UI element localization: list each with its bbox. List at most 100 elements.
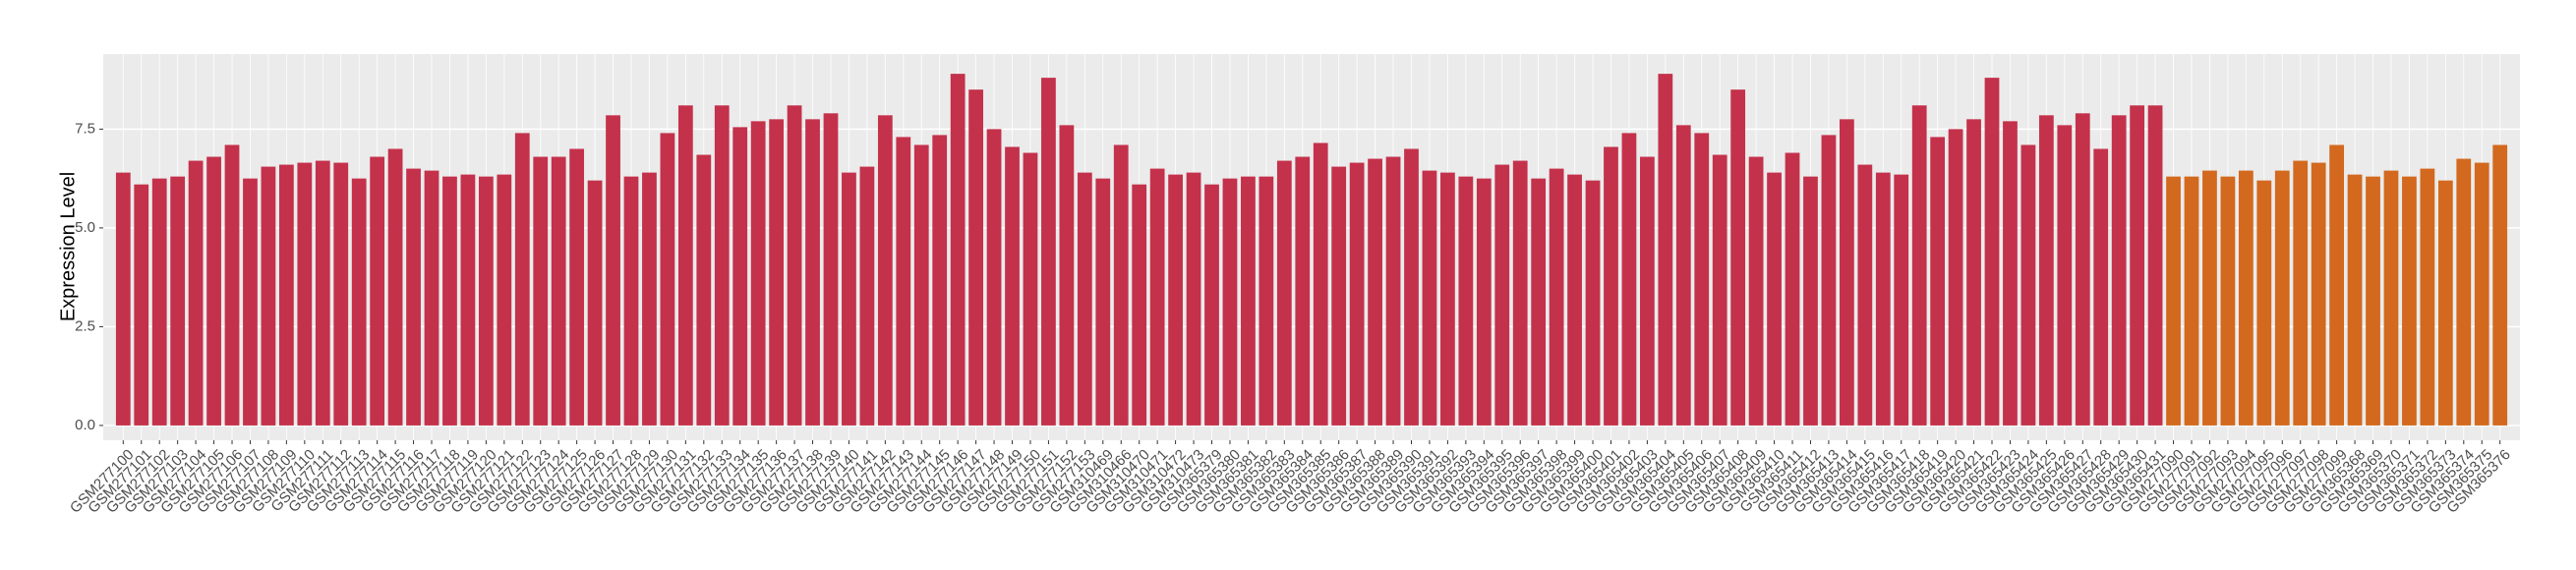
bar: [769, 119, 785, 426]
bar: [206, 156, 221, 426]
bar: [877, 115, 893, 426]
bar: [1839, 119, 1854, 426]
bar: [1368, 158, 1382, 426]
bar: [1948, 129, 1963, 426]
bar: [1422, 170, 1437, 426]
bar: [569, 148, 585, 426]
y-tick-label: 0.0: [75, 417, 95, 433]
bar: [315, 160, 330, 426]
bar: [1640, 156, 1655, 426]
bar: [750, 121, 766, 426]
bar: [1712, 154, 1727, 426]
bar: [842, 172, 856, 426]
bar: [1857, 164, 1873, 426]
bar: [351, 178, 367, 426]
bar: [460, 174, 476, 426]
bar: [2075, 113, 2090, 426]
bar: [2003, 121, 2018, 426]
bar: [1385, 156, 1401, 426]
bar: [1168, 174, 1183, 426]
bar: [2420, 168, 2435, 426]
bar: [188, 160, 204, 426]
bar: [986, 129, 1002, 426]
bar: [2093, 148, 2109, 426]
bar: [1259, 176, 1274, 426]
bar: [224, 144, 240, 426]
bar: [587, 180, 603, 426]
bar: [1113, 144, 1129, 426]
bar: [913, 144, 929, 426]
bar: [1023, 152, 1038, 426]
bar: [261, 166, 276, 426]
bar: [2474, 162, 2489, 426]
bar: [787, 105, 802, 426]
bar: [932, 135, 948, 426]
bar: [514, 133, 530, 426]
bar: [896, 137, 911, 426]
bar: [1730, 89, 1746, 426]
bar: [1803, 176, 1818, 426]
bar: [1241, 176, 1256, 426]
bar: [2402, 176, 2417, 426]
bar: [2456, 158, 2472, 426]
bar: [1186, 172, 1201, 426]
bar: [1349, 162, 1365, 426]
bar: [2147, 105, 2163, 426]
bar: [1458, 176, 1474, 426]
y-tick-label: 5.0: [75, 219, 95, 236]
bar: [370, 156, 385, 426]
bar: [805, 119, 820, 426]
bar: [1567, 174, 1582, 426]
y-tick-label: 7.5: [75, 120, 95, 137]
bar: [1694, 133, 1710, 426]
bar: [2437, 180, 2453, 426]
bar: [1658, 74, 1673, 426]
bar: [478, 176, 494, 426]
bar: [1875, 172, 1891, 426]
bar: [1894, 174, 1909, 426]
bar: [1077, 172, 1092, 426]
bar: [406, 168, 421, 426]
bar: [2130, 105, 2145, 426]
bar: [642, 172, 657, 426]
bar: [1440, 172, 1455, 426]
bar: [2256, 180, 2272, 426]
bar: [2166, 176, 2181, 426]
bar: [714, 105, 730, 426]
bar: [2293, 160, 2309, 426]
bar: [2020, 144, 2036, 426]
bar: [1966, 119, 1981, 426]
bar: [732, 127, 748, 426]
bar: [533, 156, 549, 426]
bar: [1313, 142, 1328, 426]
bar: [2329, 144, 2345, 426]
bar: [606, 115, 620, 426]
bar: [1494, 164, 1510, 426]
bar: [2220, 176, 2236, 426]
bar: [2111, 115, 2127, 426]
bar: [1585, 180, 1601, 426]
bar: [2057, 125, 2073, 426]
bar: [1059, 125, 1075, 426]
bar: [1404, 148, 1419, 426]
bar: [2038, 115, 2054, 426]
bar: [1222, 178, 1238, 426]
bar: [1821, 135, 1837, 426]
bar: [1621, 133, 1637, 426]
bar: [243, 178, 258, 426]
bar: [1204, 184, 1219, 426]
bar: [2347, 174, 2363, 426]
bar: [1549, 168, 1564, 426]
y-axis-title: Expression Level: [57, 172, 79, 321]
bar: [1331, 166, 1347, 426]
bar: [2202, 170, 2217, 426]
bar: [1675, 125, 1691, 426]
bar: [497, 174, 512, 426]
bar: [2383, 170, 2399, 426]
bar: [859, 166, 875, 426]
bar: [1984, 78, 2000, 426]
bar: [1531, 178, 1547, 426]
bar: [115, 172, 131, 426]
bar: [1476, 178, 1492, 426]
